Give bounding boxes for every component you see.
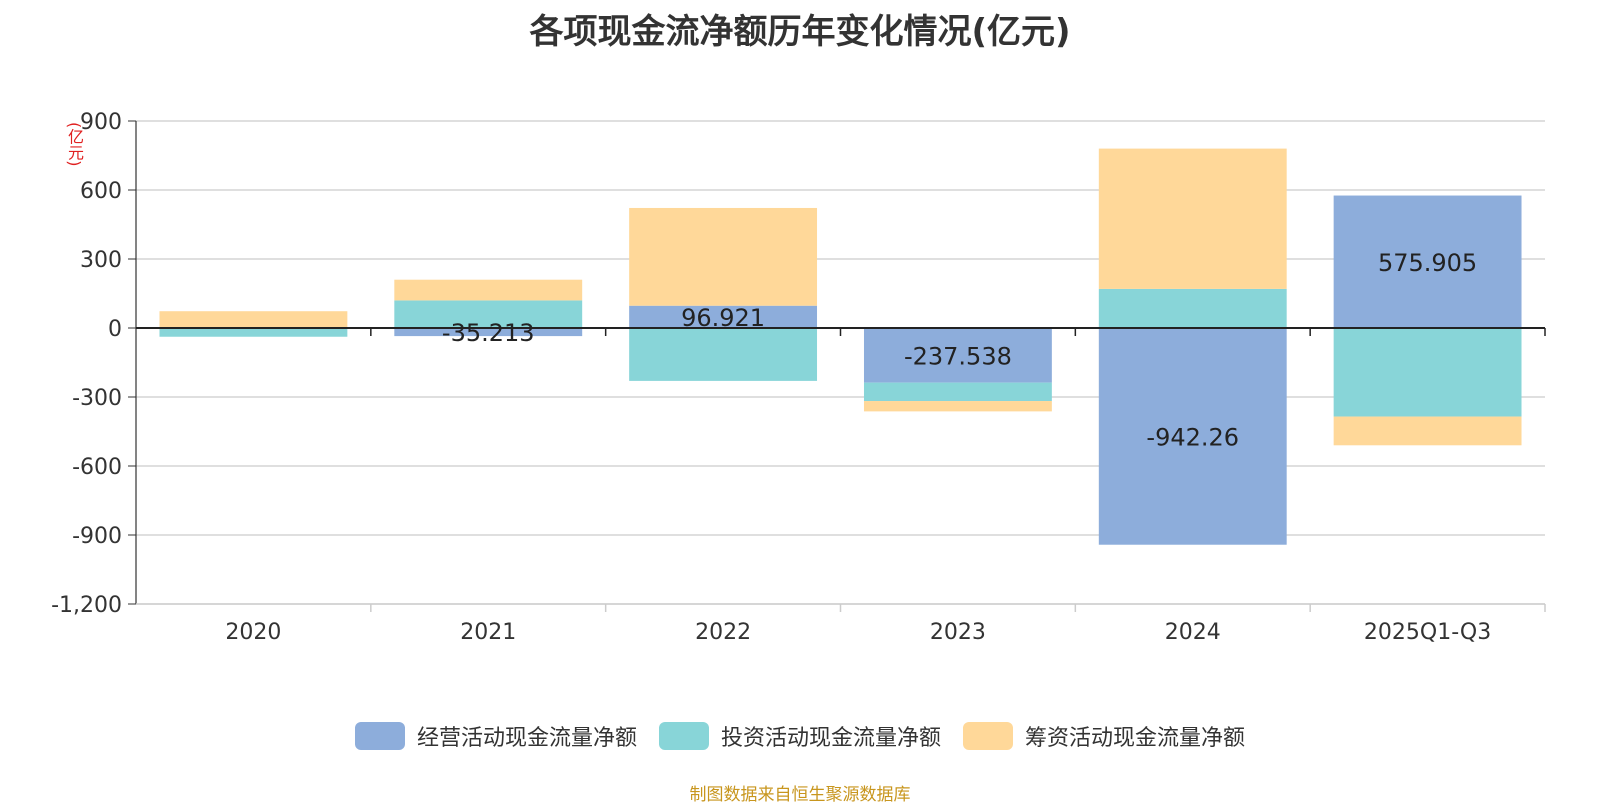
- legend-item-financing[interactable]: 筹资活动现金流量净额: [963, 720, 1245, 752]
- data-labels: -35.213 96.921 -237.538 -942.26 575.905: [442, 249, 1477, 452]
- bar-2-1: [394, 279, 583, 301]
- bar-2-4: [1098, 148, 1287, 289]
- bar-2-5: [1333, 416, 1522, 446]
- bars: [159, 148, 1522, 545]
- data-label-4: -942.26: [1146, 423, 1239, 451]
- y-tick-label: -300: [72, 386, 122, 411]
- bar-2-3: [863, 401, 1052, 412]
- bar-1-4: [1098, 288, 1287, 328]
- bar-1-0: [159, 328, 348, 337]
- y-tick-label: 0: [108, 317, 122, 342]
- bar-0-1: [394, 328, 583, 337]
- y-tick-label: -900: [72, 524, 122, 549]
- x-tick-label: 2023: [930, 620, 986, 645]
- axes: 900 600 300 0 -300 -600 -900 -1,200 2020 2021 2022…: [51, 110, 1546, 645]
- data-label-5: 575.905: [1378, 249, 1477, 277]
- y-tick-label: -1,200: [51, 593, 122, 618]
- chart-title: 各项现金流净额历年变化情况(亿元): [529, 12, 1071, 52]
- data-label-2: 96.921: [681, 304, 765, 332]
- legend-swatch-financing: [963, 722, 1013, 750]
- legend-swatch-operating: [354, 722, 405, 750]
- legend-swatch-investing: [658, 722, 709, 750]
- bar-1-2: [629, 328, 818, 381]
- bar-1-5: [1333, 328, 1522, 417]
- bar-0-3: [863, 328, 1052, 383]
- x-tick-label: 2022: [695, 620, 751, 645]
- y-tick-label: 300: [80, 248, 122, 273]
- legend-label-financing: 筹资活动现金流量净额: [1025, 726, 1246, 751]
- y-axis-label: (亿元): [65, 122, 84, 167]
- legend-item-investing[interactable]: 投资活动现金流量净额: [658, 720, 941, 752]
- x-tick-label: 2024: [1165, 620, 1221, 645]
- y-tick-label: 900: [80, 110, 122, 135]
- bar-0-4: [1098, 328, 1287, 545]
- legend: 经营活动现金流量净额 投资活动现金流量净额 筹资活动现金流量净额: [0, 720, 1600, 752]
- bar-1-3: [863, 382, 1052, 402]
- legend-label-investing: 投资活动现金流量净额: [720, 726, 941, 751]
- bar-2-2: [629, 207, 818, 306]
- bar-0-2: [629, 305, 818, 328]
- x-tick-label: 2021: [460, 620, 516, 645]
- x-tick-label: 2020: [225, 620, 281, 645]
- bar-1-1: [394, 300, 583, 328]
- source-note: 制图数据来自恒生聚源数据库: [689, 785, 911, 805]
- y-tick-label: 600: [80, 179, 122, 204]
- x-tick-label: 2025Q1-Q3: [1364, 620, 1491, 645]
- y-tick-label: -600: [72, 455, 122, 480]
- bar-2-0: [159, 311, 348, 328]
- legend-label-operating: 经营活动现金流量净额: [416, 726, 637, 751]
- data-label-1: -35.213: [442, 319, 535, 347]
- chart-svg: 900 600 300 0 -300 -600 -900 -1,200 2020 2021 2022…: [51, 110, 1546, 645]
- bar-0-5: [1333, 195, 1522, 328]
- legend-item-operating[interactable]: 经营活动现金流量净额: [354, 720, 637, 752]
- data-label-3: -237.538: [904, 342, 1012, 370]
